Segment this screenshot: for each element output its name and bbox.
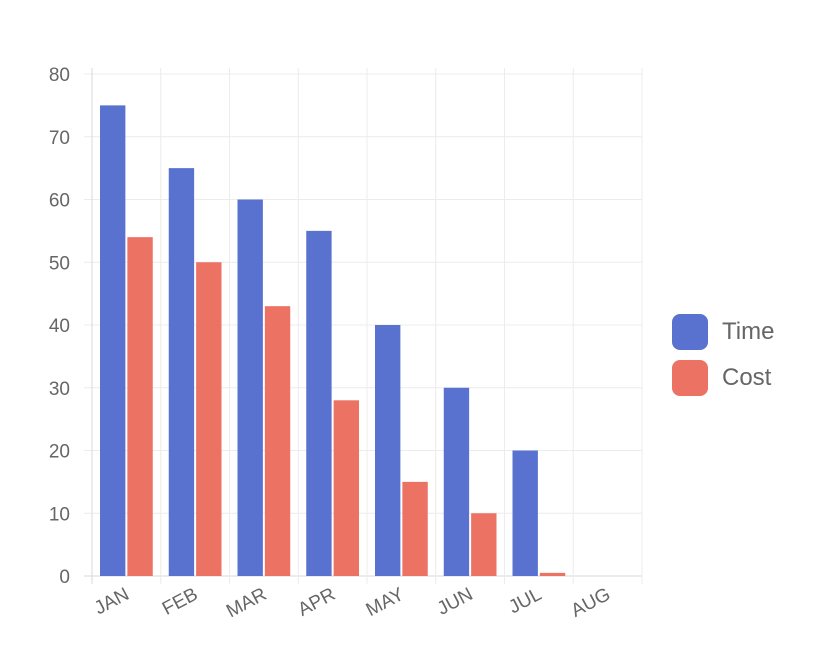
bar-cost-feb[interactable] xyxy=(196,262,222,576)
y-tick-label: 0 xyxy=(59,567,70,588)
bar-time-jan[interactable] xyxy=(100,105,126,576)
grid xyxy=(84,68,643,584)
bar-cost-may[interactable] xyxy=(402,481,428,576)
y-tick-label: 30 xyxy=(49,379,70,400)
y-axis: 0 10 20 30 40 50 60 70 80 xyxy=(49,65,70,588)
bar-cost-mar[interactable] xyxy=(264,306,291,576)
bar-cost-jun[interactable] xyxy=(471,513,497,576)
y-tick-label: 80 xyxy=(49,65,70,86)
x-tick-label: MAY xyxy=(363,584,408,621)
bars xyxy=(100,105,566,577)
bar-time-mar[interactable] xyxy=(237,199,263,577)
x-axis: JAN FEB MAR APR MAY JUN JUL AUG xyxy=(91,584,614,623)
legend-item-time[interactable]: Time xyxy=(672,314,774,350)
bar-time-feb[interactable] xyxy=(168,168,195,576)
y-tick-label: 20 xyxy=(49,442,70,463)
legend-item-cost[interactable]: Cost xyxy=(672,360,774,396)
x-tick-label: APR xyxy=(295,584,339,621)
legend-label-time: Time xyxy=(722,318,775,345)
y-tick-label: 50 xyxy=(49,253,70,274)
bar-cost-jan[interactable] xyxy=(127,237,153,576)
legend-swatch-cost xyxy=(672,360,708,396)
bar-cost-apr[interactable] xyxy=(333,400,359,576)
legend: Time Cost xyxy=(672,314,774,406)
bar-time-jun[interactable] xyxy=(443,387,470,576)
y-tick-label: 40 xyxy=(49,316,70,337)
y-tick-label: 60 xyxy=(49,191,70,212)
x-tick-label: FEB xyxy=(159,584,201,620)
y-tick-label: 10 xyxy=(49,504,70,525)
x-tick-label: JUL xyxy=(506,584,546,618)
x-tick-label: AUG xyxy=(568,584,614,622)
legend-label-cost: Cost xyxy=(722,364,772,391)
y-tick-label: 70 xyxy=(49,128,70,149)
x-tick-label: MAR xyxy=(223,584,270,622)
bar-cost-jul[interactable] xyxy=(539,572,566,576)
bar-time-jul[interactable] xyxy=(512,450,538,577)
bar-time-apr[interactable] xyxy=(306,230,332,576)
x-tick-label: JAN xyxy=(91,584,133,619)
x-tick-label: JUN xyxy=(434,584,476,620)
bar-time-may[interactable] xyxy=(375,325,401,576)
legend-swatch-time xyxy=(672,314,708,350)
